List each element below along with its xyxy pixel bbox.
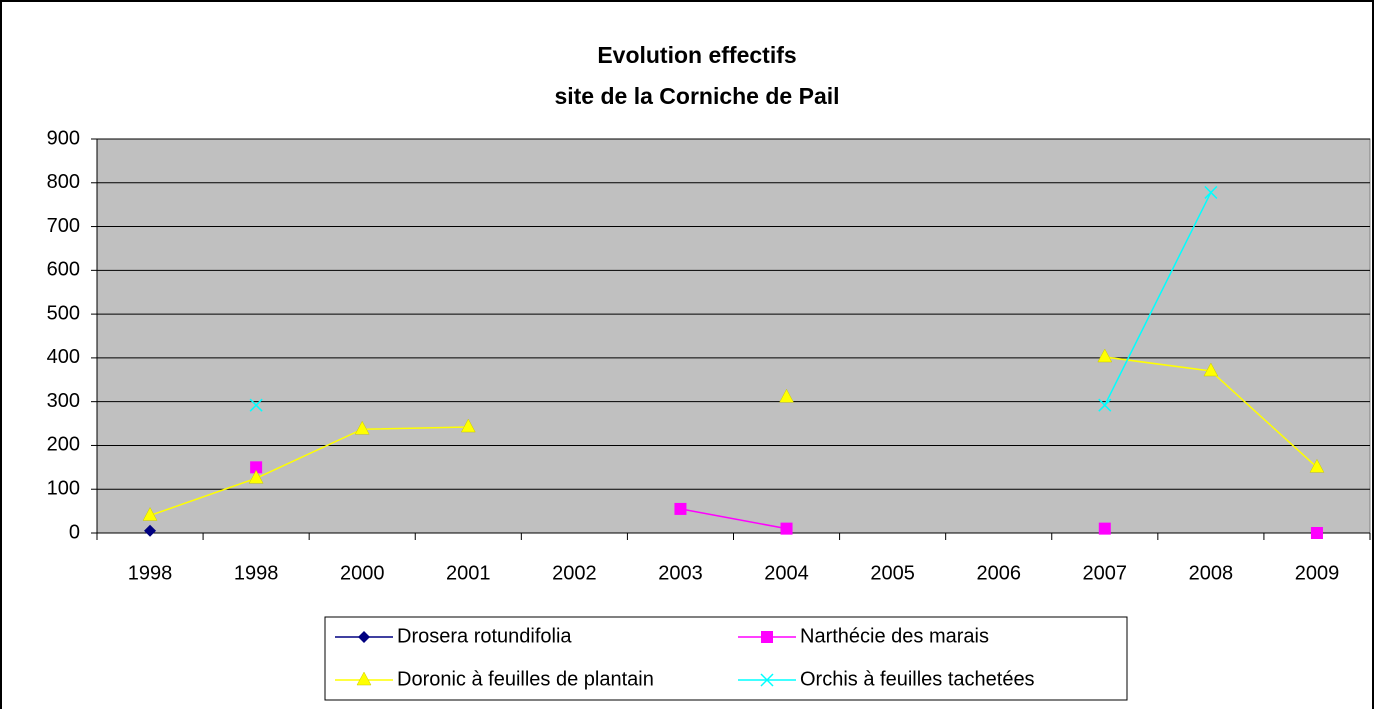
x-tick-label: 2002: [552, 562, 597, 584]
series-line: [1104, 192, 1212, 406]
x-tick-label: 2008: [1189, 562, 1234, 584]
legend-label: Orchis à feuilles tachetées: [800, 668, 1035, 690]
marker-triangle: [248, 469, 264, 484]
marker-x: [249, 398, 263, 412]
x-tick-label: 2000: [340, 562, 385, 584]
y-tick-label: 500: [47, 302, 80, 324]
y-tick-label: 0: [69, 521, 80, 543]
marker-square: [1310, 527, 1323, 539]
x-tick-label: 2006: [976, 562, 1021, 584]
y-tick-label: 600: [47, 259, 80, 281]
marker-triangle: [460, 418, 476, 433]
marker-triangle: [354, 420, 370, 435]
marker-square: [1098, 522, 1111, 535]
x-tick-label: 2004: [764, 562, 809, 584]
y-tick-label: 800: [47, 171, 80, 193]
marker-triangle: [779, 388, 794, 403]
marker-x: [760, 673, 774, 687]
x-tick-label: 2005: [870, 562, 915, 584]
legend-label: Drosera rotundifolia: [397, 625, 572, 647]
plot-area: [96, 138, 1371, 534]
y-tick-label: 100: [47, 478, 80, 500]
legend-label: Narthécie des marais: [800, 625, 989, 647]
marker-triangle: [1309, 458, 1325, 473]
x-tick-label: 2001: [446, 562, 491, 584]
x-tick-label: 2007: [1083, 562, 1128, 584]
legend-label: Doronic à feuilles de plantain: [397, 668, 654, 690]
marker-square: [250, 461, 263, 474]
marker-triangle: [1203, 362, 1219, 377]
marker-square: [674, 502, 687, 515]
chart-title: site de la Corniche de Pail: [554, 83, 839, 109]
chart-title: Evolution effectifs: [597, 42, 796, 68]
y-tick-label: 300: [47, 390, 80, 412]
y-tick-label: 200: [47, 434, 80, 456]
marker-square: [780, 522, 793, 535]
y-tick-label: 400: [47, 346, 80, 368]
x-tick-label: 2003: [658, 562, 703, 584]
marker-triangle: [356, 671, 372, 686]
x-tick-label: 1998: [128, 562, 173, 584]
legend: [324, 616, 1128, 701]
y-tick-label: 700: [47, 215, 80, 237]
x-tick-label: 1998: [234, 562, 279, 584]
marker-diamond: [358, 631, 370, 643]
marker-triangle: [1097, 348, 1113, 363]
y-tick-label: 900: [47, 127, 80, 149]
marker-square: [761, 631, 773, 643]
marker-x: [1204, 185, 1218, 199]
marker-x: [1098, 398, 1112, 412]
marker-triangle: [142, 506, 158, 521]
x-tick-label: 2009: [1295, 562, 1340, 584]
marker-diamond: [144, 524, 157, 537]
